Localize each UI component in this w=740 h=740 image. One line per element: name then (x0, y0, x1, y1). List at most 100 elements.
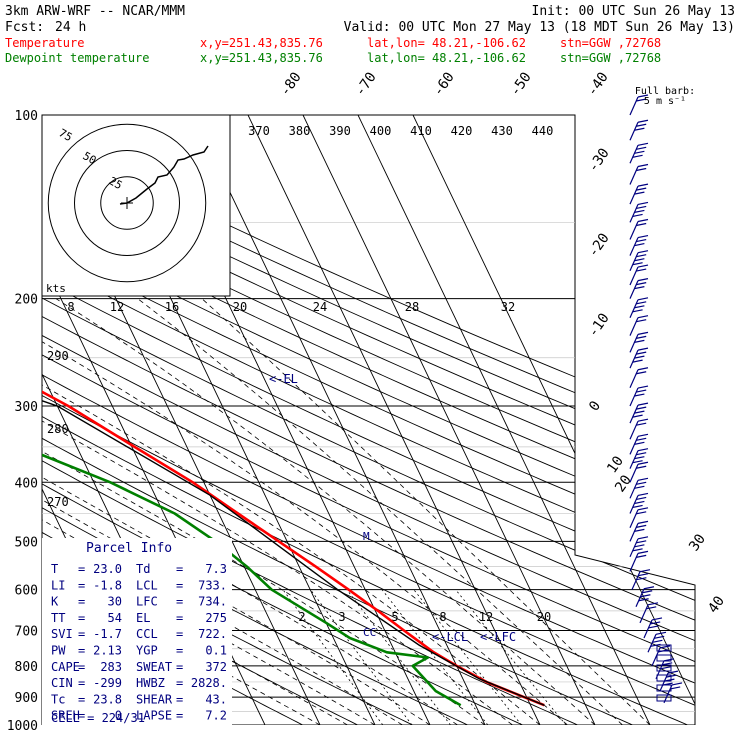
wind-barb (629, 461, 649, 483)
mixing-ratio-line (381, 589, 489, 725)
mixing-ratio-label-upper: 20 (233, 300, 247, 314)
wind-barb (629, 520, 649, 542)
parcel-info-cell: 2828. (191, 676, 227, 690)
isotherm-label: 10 (604, 453, 627, 476)
mixing-ratio-label-lower: 2 (298, 610, 305, 624)
dry-adiabat (42, 115, 695, 725)
hodograph-ring-label: 25 (107, 174, 125, 192)
dry-adiabat (42, 115, 695, 725)
mixing-ratio-line (413, 589, 522, 725)
theta-e-label: 400 (370, 124, 392, 138)
parcel-info-cell: = (78, 611, 85, 625)
wind-barb (629, 402, 649, 424)
hodograph-units: kts (46, 282, 66, 295)
pressure-tick-label: 600 (15, 584, 38, 599)
wind-barb (635, 586, 655, 608)
low-level-barb-box (656, 694, 672, 702)
parcel-info-cell: 30 (108, 595, 122, 609)
parcel-info-cell: = (78, 644, 85, 658)
parcel-info-cell: = (78, 692, 85, 706)
parcel-info-cell: 43. (205, 692, 227, 706)
wind-barb (629, 250, 649, 271)
pressure-tick-label: 900 (15, 691, 38, 706)
full-barb-value: 5 m s⁻¹ (644, 96, 686, 107)
moist-adiabat (42, 298, 458, 725)
moist-adiabat (137, 298, 623, 725)
wind-barb (629, 536, 649, 558)
wind-barb (629, 94, 649, 116)
parcel-info-cell: -299 (93, 676, 122, 690)
dry-adiabat (42, 115, 695, 725)
temperature-legend-stn: stn=GGW ,72768 (560, 36, 661, 50)
parcel-info-cell: = (176, 692, 183, 706)
theta-label: 270 (47, 495, 69, 509)
wind-barb (631, 569, 651, 590)
wind-barb (629, 418, 649, 440)
parcel-info-cell: LAPSE (136, 709, 172, 723)
hodograph-ring (74, 150, 180, 256)
temperature-legend-latlon: lat,lon= 48.21,-106.62 (367, 36, 526, 50)
parcel-info-cell: = (176, 595, 183, 609)
parcel-info-rows: T = 23.0 Td = 7.3 LI = -1.8 LCL = 733. K = 30 LFC = 734. T… (51, 562, 227, 723)
parcel-info-cell: = (176, 562, 183, 576)
el-annotation: <-EL (269, 372, 298, 386)
parcel-info-cell: 7.2 (205, 709, 227, 723)
wind-barb (629, 264, 649, 286)
valid-time: Valid: 00 UTC Mon 27 May 13 (18 MDT Sun … (344, 20, 735, 35)
parcel-info-cell: = (78, 627, 85, 641)
parcel-info-cell: 54 (108, 611, 122, 625)
pressure-tick-label: 700 (15, 625, 38, 640)
init-time: Init: 00 UTC Sun 26 May 13 (532, 4, 736, 19)
hodograph-ring-label: 50 (81, 149, 99, 167)
ccl-annotation: CC (363, 626, 376, 639)
fcst-value: 24 h (55, 20, 86, 35)
isotherm-label: -40 (584, 69, 612, 99)
isotherm (247, 115, 541, 725)
mixing-ratio-label-upper: 28 (405, 300, 419, 314)
dry-adiabat (42, 115, 695, 725)
hodograph: 25 50 75 kts (41, 114, 231, 297)
parcel-info-title: Parcel Info (86, 541, 172, 556)
parcel-info-cell: = (78, 676, 85, 690)
low-level-barb-box (656, 664, 672, 672)
wind-barb (629, 163, 649, 185)
lfc-annotation: <-LFC (480, 630, 516, 644)
theta-e-label: 380 (289, 124, 311, 138)
isotherm-label: 0 (586, 398, 604, 414)
parcel-info-cell: = (78, 709, 85, 723)
isotherm-label: 30 (686, 531, 709, 554)
isotherm-label: -60 (430, 69, 458, 99)
low-level-barb-box (656, 684, 672, 692)
dewpoint-legend-name: Dewpoint temperature (5, 51, 150, 65)
wind-barb (629, 278, 649, 299)
parcel-info-cell: = (176, 660, 183, 674)
hodograph-ring-label: 75 (57, 126, 75, 144)
parcel-info-panel: Parcel Info T = 23.0 Td = 7.3 LI = -1.8 LCL = 733. K… (42, 538, 232, 728)
parcel-info-cell: 734. (198, 595, 227, 609)
parcel-info-cell: 733. (198, 578, 227, 592)
parcel-info-cell: -1.7 (93, 627, 122, 641)
parcel-info-cell: 23.8 (93, 692, 122, 706)
pressure-tick-label: 800 (15, 660, 38, 675)
isotherm-label: -30 (585, 145, 613, 175)
pressure-tick-label: 1000 (7, 719, 38, 734)
theta-e-label: 420 (451, 124, 473, 138)
wind-barb (629, 119, 649, 141)
dry-adiabat (42, 115, 695, 725)
parcel-info-cell: 372 (205, 660, 227, 674)
parcel-info-cell: Td (136, 562, 150, 576)
theta-e-label: 430 (491, 124, 513, 138)
m-marker: M (363, 530, 370, 543)
pressure-tick-label: 400 (15, 476, 38, 491)
wind-barbs-layer (629, 94, 683, 704)
isotherm-label: -70 (352, 69, 380, 99)
parcel-info-cell: CAPE (51, 660, 80, 674)
wind-barb (643, 617, 663, 639)
isotherm-label: 40 (705, 593, 728, 616)
wind-barb (629, 315, 649, 336)
dry-adiabat (42, 115, 695, 725)
mixing-ratio-label-upper: 12 (110, 300, 124, 314)
mixing-ratio-label-upper: 8 (67, 300, 74, 314)
parcel-info-cell: SWEAT (136, 660, 172, 674)
